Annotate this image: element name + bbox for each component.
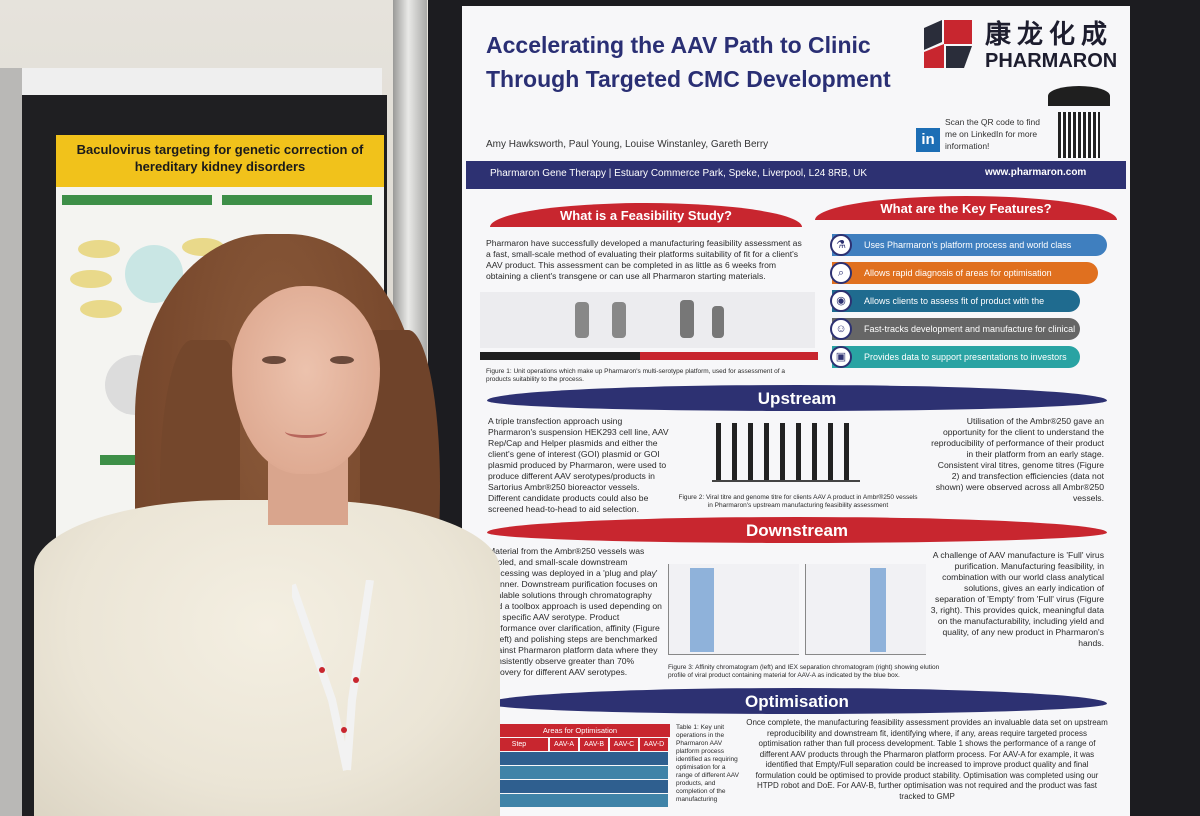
table-row [490, 780, 668, 793]
person-sweater [34, 500, 500, 816]
linkedin-icon: in [916, 128, 940, 152]
optimisation-text: Once complete, the manufacturing feasibi… [746, 718, 1108, 801]
qr-code-icon[interactable] [1058, 112, 1100, 158]
chart-bar [764, 423, 769, 480]
left-board-header [22, 68, 382, 98]
chart-bar [812, 423, 817, 480]
table-header-aav-b: AAV-B [580, 738, 608, 751]
lanyard-icon [292, 580, 374, 771]
chart-bar [796, 423, 801, 480]
iex-chromatogram [805, 564, 926, 655]
downstream-left-text: Material from the Ambr®250 vessels was p… [488, 546, 662, 677]
feature-bar-5: Provides data to support presentations t… [832, 346, 1080, 368]
feature-bar-3: Allows clients to assess fit of product … [832, 290, 1080, 328]
process-bar-dark [480, 352, 640, 360]
chart-bar [844, 423, 849, 480]
bioreactor-icon [612, 302, 626, 338]
photo-badge-icon [1048, 86, 1110, 106]
left-poster-diagram-node [80, 300, 122, 318]
person-mouth [285, 425, 327, 438]
microscope-icon: ⚗ [830, 234, 852, 256]
poster-title: Accelerating the AAV Path to Clinic Thro… [486, 32, 891, 92]
people-icon: ☺ [830, 318, 852, 340]
pharmaron-logo-icon [924, 20, 972, 68]
table-header-aav-c: AAV-C [610, 738, 638, 751]
downstream-right-text: A challenge of AAV manufacture is 'Full'… [930, 550, 1104, 648]
figure-1-caption: Figure 1: Unit operations which make up … [486, 368, 785, 383]
presentation-icon: ▣ [830, 346, 852, 368]
upstream-left-text: A triple transfection approach using Pha… [488, 416, 669, 514]
optimisation-heading: Optimisation [487, 688, 1107, 714]
feasibility-text: Pharmaron have successfully developed a … [486, 238, 802, 281]
main-poster [462, 6, 1130, 816]
table-header-step: Step [490, 738, 548, 751]
left-poster-diagram-node [78, 240, 120, 258]
logo-english-text: PHARMARON [985, 50, 1118, 72]
chart-bar [732, 423, 737, 480]
left-poster-title: Baculovirus targeting for genetic correc… [56, 135, 384, 187]
platform-diagram [480, 292, 815, 348]
feature-bar-4: Fast-tracks development and manufacture … [832, 318, 1080, 356]
upstream-heading: Upstream [487, 385, 1107, 411]
person-eye-left [262, 356, 286, 364]
logo-chinese-text: 康龙化成 [985, 20, 1114, 50]
process-bar-red [640, 352, 818, 360]
chart-bar [780, 423, 785, 480]
figure-2-caption: Figure 2: Viral titre and genome titre f… [678, 494, 918, 509]
left-poster-section-bar [62, 195, 212, 205]
bioreactor-icon [680, 300, 694, 338]
upstream-right-text: Utilisation of the Ambr®250 gave an oppo… [931, 416, 1104, 503]
chart-axis [712, 480, 860, 482]
left-poster-section-bar [222, 195, 372, 205]
table-title: Areas for Optimisation [490, 724, 670, 737]
table-header-aav-a: AAV-A [550, 738, 578, 751]
downstream-heading: Downstream [487, 517, 1107, 543]
table-row [490, 794, 668, 807]
table-caption: Table 1: Key unit operations in the Phar… [676, 724, 739, 803]
left-poster-diagram-node [70, 270, 112, 288]
website-link[interactable]: www.pharmaron.com [985, 167, 1087, 178]
person-face [232, 286, 380, 474]
feature-bar-2: Allows rapid diagnosis of areas for opti… [832, 262, 1098, 284]
table-row [490, 752, 668, 765]
chart-bar [828, 423, 833, 480]
bioreactor-icon [712, 306, 724, 338]
search-icon: ⌕ [830, 262, 852, 284]
chart-bar [716, 423, 721, 480]
analytics-icon: ◉ [830, 290, 852, 312]
affinity-peak-box [690, 568, 714, 652]
chart-bar [748, 423, 753, 480]
table-row [490, 766, 668, 779]
affiliation-text: Pharmaron Gene Therapy | Estuary Commerc… [490, 168, 868, 179]
affinity-chromatogram [668, 564, 799, 655]
table-header-aav-d: AAV-D [640, 738, 668, 751]
iex-peak-box [870, 568, 886, 652]
figure-3-caption: Figure 3: Affinity chromatogram (left) a… [668, 664, 940, 679]
person-eye-right [330, 356, 354, 364]
affiliation-band [466, 161, 1126, 189]
feature-bar-1: Uses Pharmaron's platform process and wo… [832, 234, 1107, 272]
qr-instruction: Scan the QR code to find me on LinkedIn … [945, 117, 1040, 151]
bioreactor-icon [575, 302, 589, 338]
poster-authors: Amy Hawksworth, Paul Young, Louise Winst… [486, 139, 769, 150]
